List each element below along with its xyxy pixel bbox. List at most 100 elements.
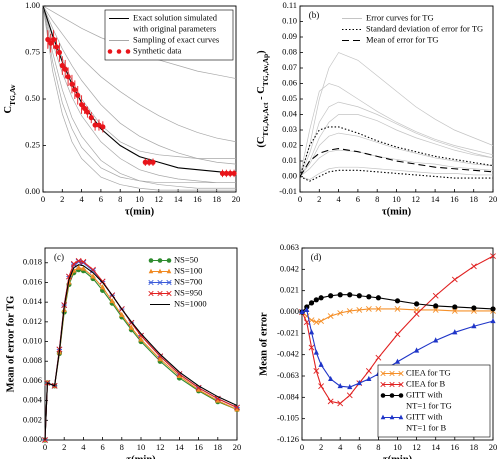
series-line	[42, 5, 236, 184]
data-point	[337, 400, 344, 407]
y-tick-label: 0.042	[280, 263, 299, 273]
data-point	[80, 258, 87, 265]
data-point	[196, 386, 202, 392]
data-point	[432, 292, 439, 299]
data-point	[356, 379, 362, 386]
legend-label: Sampling of exact curves	[133, 34, 219, 44]
x-tick-label: 16	[451, 442, 460, 452]
x-tick-label: 0	[41, 194, 45, 204]
data-point	[227, 170, 233, 176]
y-tick-label: 0.000	[280, 306, 299, 316]
legend-label: NS=950	[174, 287, 202, 297]
data-point	[138, 336, 144, 342]
data-point	[346, 392, 353, 399]
x-axis-label: τ(min)	[125, 206, 155, 217]
legend-label: NT=1 for TG	[406, 400, 452, 410]
legend-marker	[148, 258, 154, 263]
x-tick-label: 16	[193, 194, 202, 204]
data-point	[75, 257, 82, 264]
x-tick-label: 12	[155, 194, 164, 204]
legend-label: NS=50	[174, 254, 198, 264]
y-tick-label: -0.126	[277, 434, 299, 444]
data-point	[99, 278, 106, 285]
y-tick-label: 0.75	[25, 46, 40, 56]
y-tick-label: 0.006	[23, 375, 42, 385]
series-line	[299, 101, 494, 177]
y-axis-label-part: C	[3, 106, 14, 114]
series-line	[42, 5, 237, 143]
data-point	[471, 305, 477, 311]
legend-label: GITT with	[406, 411, 443, 421]
data-point	[92, 122, 98, 128]
data-point	[432, 307, 439, 313]
data-point	[234, 404, 240, 411]
y-tick-label: 0.018	[23, 257, 42, 267]
y-tick-label: 0.09	[282, 31, 297, 41]
data-point	[157, 353, 164, 360]
y-tick-label: 0.50	[25, 93, 40, 103]
legend-marker	[398, 370, 404, 377]
data-point	[234, 406, 240, 412]
y-tick-label: 0.002	[23, 414, 42, 424]
data-point	[215, 397, 221, 403]
series-line	[299, 149, 494, 177]
y-tick-label: -0.021	[277, 327, 299, 337]
data-point	[366, 375, 372, 382]
data-point	[490, 306, 496, 312]
x-tick-label: 14	[431, 442, 440, 452]
series-line	[299, 52, 494, 177]
data-point	[433, 337, 439, 343]
y-axis-label-subscript: TG,Av	[8, 84, 17, 106]
x-tick-label: 2	[317, 194, 321, 204]
data-point	[146, 159, 152, 165]
data-point	[304, 306, 310, 312]
y-tick-label: 0.004	[23, 395, 43, 405]
data-point	[308, 344, 315, 351]
legend-marker	[389, 381, 395, 388]
y-axis-label: Mean of error	[258, 312, 269, 376]
data-point	[109, 297, 115, 304]
x-tick-label: 18	[470, 442, 479, 452]
legend-label: GITT with	[406, 389, 443, 399]
legend-marker	[166, 268, 172, 274]
x-axis-label: τ(min)	[383, 454, 413, 459]
data-point	[69, 81, 75, 87]
legend-label: with original parameters	[133, 23, 216, 33]
data-point	[138, 332, 144, 339]
legend-marker	[148, 290, 154, 297]
x-tick-label: 10	[393, 442, 402, 452]
data-point	[365, 368, 372, 374]
x-tick-label: 12	[156, 442, 165, 452]
panel-label: (c)	[54, 252, 64, 262]
y-tick-label: 0.07	[282, 62, 297, 72]
data-point	[100, 124, 106, 130]
data-point	[59, 62, 65, 69]
x-tick-label: 0	[43, 442, 47, 452]
x-tick-label: 10	[135, 194, 144, 204]
data-point	[328, 375, 334, 382]
y-tick-label: 0.04	[282, 108, 298, 118]
y-axis-label-part: (C	[256, 137, 267, 148]
data-point	[88, 115, 94, 121]
x-tick-label: 16	[450, 194, 459, 204]
data-point	[96, 122, 102, 128]
data-point	[157, 356, 163, 362]
data-point	[80, 265, 86, 271]
y-tick-label: 0.016	[23, 276, 42, 286]
legend-label: NT=1 for B	[406, 422, 447, 432]
data-point	[313, 297, 319, 303]
y-tick-label: 0.00	[282, 170, 297, 180]
y-tick-label: 0.08	[282, 46, 297, 56]
data-point	[176, 372, 182, 378]
x-tick-label: 0	[298, 194, 302, 204]
y-tick-label: -0.01	[279, 186, 297, 196]
data-point	[452, 304, 458, 310]
data-point	[318, 383, 325, 390]
y-axis-label-subscript: TG,Av,Ap	[261, 54, 270, 86]
data-point	[45, 36, 51, 43]
data-point	[414, 301, 420, 307]
data-point	[452, 329, 458, 335]
legend-label: NS=700	[174, 276, 202, 286]
series-line	[299, 169, 493, 182]
